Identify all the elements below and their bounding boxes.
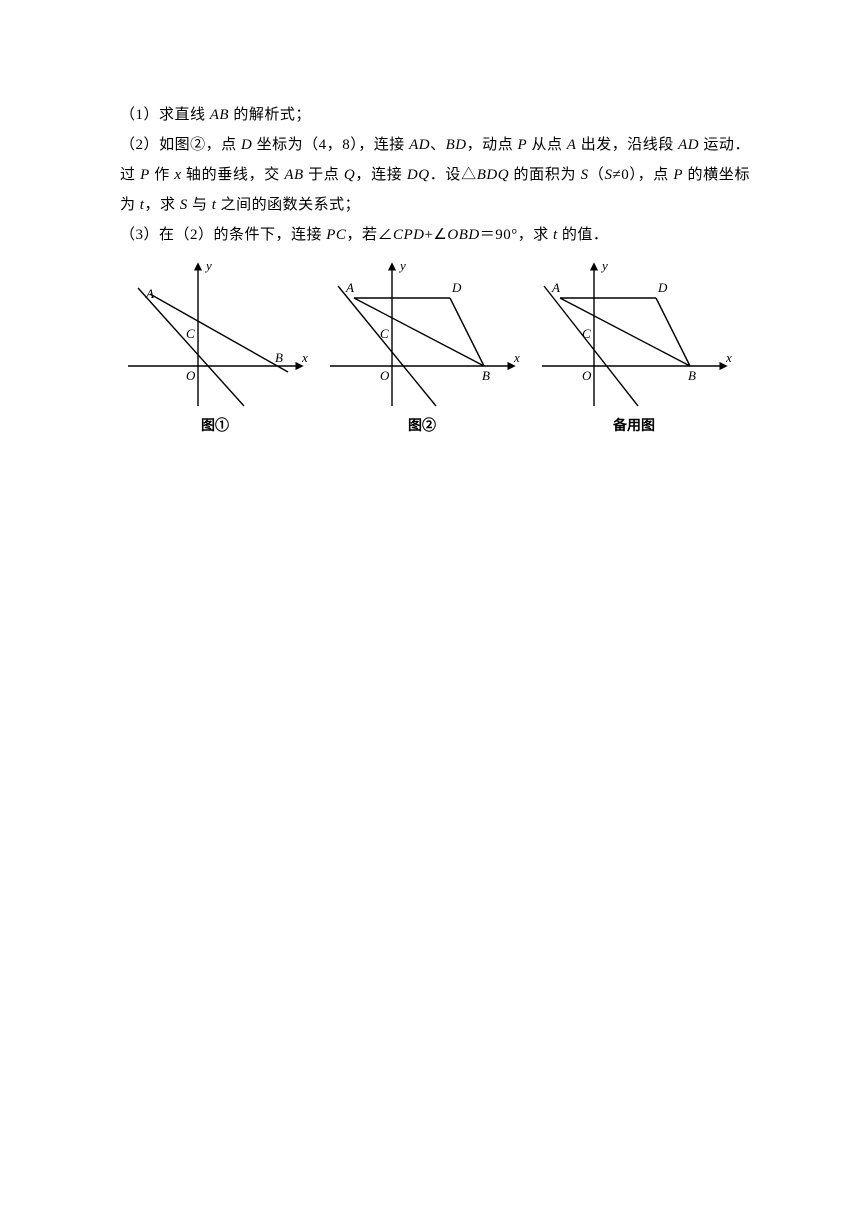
- svg-text:B: B: [275, 350, 283, 365]
- problem-part-2: （2）如图②，点 D 坐标为（4，8），连接 AD、BD，动点 P 从点 A 出…: [120, 130, 750, 220]
- text: ，动点: [467, 137, 518, 153]
- svg-text:A: A: [145, 286, 154, 301]
- text: 的解析式；: [229, 107, 311, 123]
- svg-text:A: A: [551, 280, 560, 295]
- problem-part-3: （3）在（2）的条件下，连接 PC，若∠CPD+∠OBD＝90°，求 t 的值．: [120, 220, 750, 250]
- var-S: S: [180, 197, 188, 213]
- svg-text:C: C: [380, 326, 389, 341]
- var-CPD: CPD: [393, 227, 425, 243]
- text: 、: [430, 137, 446, 153]
- svg-text:D: D: [451, 280, 462, 295]
- var-BD: BD: [446, 137, 467, 153]
- var-AB: AB: [284, 167, 303, 183]
- figure-2-svg: x y O A B C D: [322, 258, 522, 413]
- var-DQ: DQ: [407, 167, 430, 183]
- figure-1-label: 图①: [201, 415, 229, 435]
- var-BDQ: BDQ: [477, 167, 509, 183]
- svg-text:C: C: [186, 326, 195, 341]
- var-AD: AD: [678, 137, 699, 153]
- svg-text:C: C: [582, 326, 591, 341]
- text: 作: [150, 167, 175, 183]
- svg-text:y: y: [204, 258, 212, 273]
- figures-row: x y O A B C 图① x y O A B C D 图② x y O A B C D 备用图: [120, 258, 750, 435]
- figure-3-label: 备用图: [613, 415, 655, 435]
- svg-text:A: A: [345, 280, 354, 295]
- var-AD: AD: [409, 137, 430, 153]
- text: 于点: [304, 167, 344, 183]
- svg-text:B: B: [688, 368, 696, 383]
- text: 的面积为: [509, 167, 581, 183]
- text: （2）如图②，点: [120, 137, 241, 153]
- svg-text:x: x: [301, 350, 308, 365]
- svg-text:B: B: [482, 368, 490, 383]
- var-A: A: [567, 137, 577, 153]
- text: ，连接: [355, 167, 407, 183]
- var-AB: AB: [210, 107, 229, 123]
- svg-text:y: y: [600, 258, 608, 273]
- svg-text:O: O: [186, 368, 196, 383]
- text: （3）在（2）的条件下，连接: [120, 227, 326, 243]
- text: +∠: [424, 227, 447, 243]
- var-P: P: [673, 167, 683, 183]
- text: 之间的函数关系式；: [216, 197, 360, 213]
- figure-1-svg: x y O A B C: [120, 258, 310, 413]
- text: ，若∠: [346, 227, 393, 243]
- page: （1）求直线 AB 的解析式； （2）如图②，点 D 坐标为（4，8），连接 A…: [0, 0, 860, 435]
- var-PC: PC: [326, 227, 346, 243]
- problem-part-1: （1）求直线 AB 的解析式；: [120, 100, 750, 130]
- figure-3: x y O A B C D 备用图: [534, 258, 734, 435]
- svg-text:y: y: [398, 258, 406, 273]
- svg-text:O: O: [380, 368, 390, 383]
- text: 坐标为（4，8），连接: [252, 137, 409, 153]
- svg-text:O: O: [582, 368, 592, 383]
- figure-2-label: 图②: [408, 415, 436, 435]
- text: （1）求直线: [120, 107, 210, 123]
- figure-2: x y O A B C D 图②: [322, 258, 522, 435]
- text: ，求: [144, 197, 179, 213]
- var-OBD: OBD: [447, 227, 479, 243]
- var-Q: Q: [344, 167, 355, 183]
- text: ＝90°，求: [480, 227, 553, 243]
- text: 出发，沿线段: [576, 137, 678, 153]
- text: 轴的垂线，交: [181, 167, 284, 183]
- text: 与: [188, 197, 212, 213]
- figure-1: x y O A B C 图①: [120, 258, 310, 435]
- var-P: P: [140, 167, 150, 183]
- var-D: D: [241, 137, 252, 153]
- text: ≠0），点: [612, 167, 673, 183]
- figure-3-svg: x y O A B C D: [534, 258, 734, 413]
- var-S: S: [581, 167, 589, 183]
- svg-text:x: x: [513, 350, 520, 365]
- svg-text:x: x: [725, 350, 732, 365]
- svg-text:D: D: [657, 280, 668, 295]
- text: ．设△: [430, 167, 477, 183]
- text: 从点: [527, 137, 567, 153]
- text: 的值．: [558, 227, 609, 243]
- var-P: P: [518, 137, 528, 153]
- text: （: [589, 167, 605, 183]
